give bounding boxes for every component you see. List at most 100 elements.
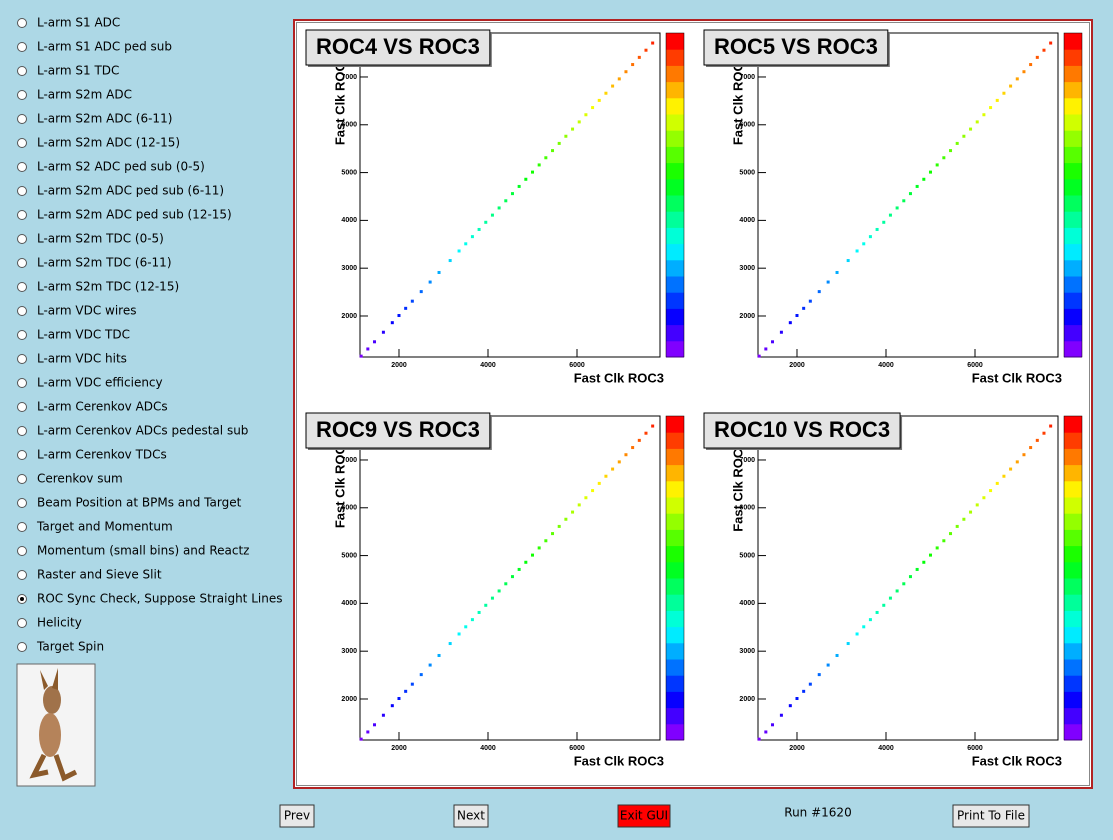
radio-button[interactable] — [17, 18, 27, 28]
radio-button[interactable] — [17, 90, 27, 100]
radio-button[interactable] — [17, 186, 27, 196]
radio-button[interactable] — [17, 210, 27, 220]
point — [617, 77, 621, 81]
menu-item[interactable]: L-arm S2m ADC ped sub (12-15) — [37, 208, 232, 222]
menu-item[interactable]: L-arm Cerenkov TDCs — [37, 448, 167, 462]
menu-item[interactable]: L-arm S2m TDC (0-5) — [37, 232, 164, 246]
colorbar-band — [1064, 675, 1082, 692]
menu-item[interactable]: L-arm VDC TDC — [37, 328, 130, 342]
menu-item[interactable]: ROC Sync Check, Suppose Straight Lines — [37, 592, 282, 606]
point — [908, 192, 912, 196]
radio-button[interactable] — [17, 618, 27, 628]
menu-item[interactable]: L-arm S1 ADC ped sub — [37, 40, 172, 54]
menu-item[interactable]: L-arm Cerenkov ADCs pedestal sub — [37, 424, 248, 438]
x-tick-label: 6000 — [967, 745, 983, 752]
icon-ear — [40, 670, 48, 690]
radio-button[interactable] — [17, 138, 27, 148]
point — [888, 213, 892, 217]
radio-button[interactable] — [17, 234, 27, 244]
menu-item[interactable]: L-arm VDC wires — [37, 304, 136, 318]
button-label[interactable]: Print To File — [957, 809, 1025, 823]
menu-item[interactable]: Beam Position at BPMs and Target — [37, 496, 242, 510]
menu-item[interactable]: Target and Momentum — [36, 520, 173, 534]
x-tick-label: 4000 — [480, 362, 496, 369]
point — [537, 546, 541, 550]
y-tick-label: 2000 — [739, 696, 755, 703]
menu-item[interactable]: L-arm S2m TDC (12-15) — [37, 280, 179, 294]
menu-item[interactable]: L-arm S2m ADC ped sub (6-11) — [37, 184, 224, 198]
coyote-icon — [16, 663, 96, 787]
radio-button[interactable] — [17, 306, 27, 316]
radio-button[interactable] — [17, 570, 27, 580]
colorbar-band — [1064, 691, 1082, 709]
menu-item[interactable]: L-arm Cerenkov ADCs — [37, 400, 168, 414]
menu-item[interactable]: Helicity — [37, 616, 82, 630]
colorbar-band — [666, 292, 684, 309]
point — [1009, 84, 1013, 88]
point — [591, 106, 595, 110]
menu-item[interactable]: Raster and Sieve Slit — [37, 568, 162, 582]
menu-item[interactable]: Target Spin — [36, 640, 104, 654]
menu-item[interactable]: L-arm S1 TDC — [37, 64, 119, 78]
colorbar-band — [1064, 146, 1082, 164]
menu-item[interactable]: L-arm S2m TDC (6-11) — [37, 256, 172, 270]
colorbar-band — [666, 610, 684, 628]
button-label[interactable]: Next — [457, 809, 485, 823]
menu-item[interactable]: L-arm S1 ADC — [37, 16, 120, 30]
radio-button[interactable] — [17, 426, 27, 436]
point — [779, 713, 783, 717]
button[interactable] — [952, 804, 1030, 828]
radio-button[interactable] — [17, 354, 27, 364]
menu-item[interactable]: L-arm S2 ADC ped sub (0-5) — [37, 160, 205, 174]
plot-frame — [757, 32, 1059, 358]
point — [510, 192, 514, 196]
radio-button[interactable] — [17, 114, 27, 124]
y-tick-label: 3000 — [341, 265, 357, 272]
point — [779, 330, 783, 334]
button[interactable] — [617, 804, 671, 828]
radio-button[interactable] — [17, 642, 27, 652]
point — [524, 560, 528, 564]
colorbar-band — [666, 130, 684, 147]
button-label[interactable]: Prev — [284, 809, 310, 823]
menu-item[interactable]: L-arm S2m ADC (12-15) — [37, 136, 180, 150]
point — [795, 314, 799, 318]
point — [817, 673, 821, 677]
button[interactable] — [279, 804, 315, 828]
x-tick-label: 2000 — [391, 362, 407, 369]
radio-button[interactable] — [17, 378, 27, 388]
button[interactable] — [453, 804, 489, 828]
point — [624, 453, 628, 457]
point — [504, 199, 508, 203]
colorbar-band — [666, 513, 684, 530]
radio-button[interactable] — [17, 450, 27, 460]
menu-item[interactable]: L-arm VDC hits — [37, 352, 127, 366]
point — [577, 120, 581, 124]
radio-button[interactable] — [17, 42, 27, 52]
menu-item[interactable]: Cerenkov sum — [37, 472, 123, 486]
radio-button[interactable] — [17, 402, 27, 412]
radio-button[interactable] — [17, 522, 27, 532]
plot-frame — [757, 415, 1059, 741]
radio-button[interactable] — [17, 66, 27, 76]
radio-button[interactable] — [17, 546, 27, 556]
radio-button[interactable] — [17, 330, 27, 340]
point — [962, 134, 966, 138]
point — [437, 270, 441, 274]
menu-item[interactable]: L-arm S2m ADC — [37, 88, 132, 102]
colorbar-band — [666, 723, 684, 741]
radio-button[interactable] — [17, 258, 27, 268]
radio-button[interactable] — [17, 162, 27, 172]
radio-button[interactable] — [17, 474, 27, 484]
colorbar-band — [666, 33, 684, 50]
point — [862, 242, 866, 246]
point — [935, 546, 939, 550]
menu-item[interactable]: L-arm VDC efficiency — [37, 376, 163, 390]
point — [962, 517, 966, 521]
menu-item[interactable]: Momentum (small bins) and Reactz — [37, 544, 249, 558]
menu-item[interactable]: L-arm S2m ADC (6-11) — [37, 112, 172, 126]
y-tick-label: 5000 — [341, 169, 357, 176]
button-label[interactable]: Exit GUI — [620, 809, 668, 823]
radio-button[interactable] — [17, 498, 27, 508]
radio-button[interactable] — [17, 282, 27, 292]
